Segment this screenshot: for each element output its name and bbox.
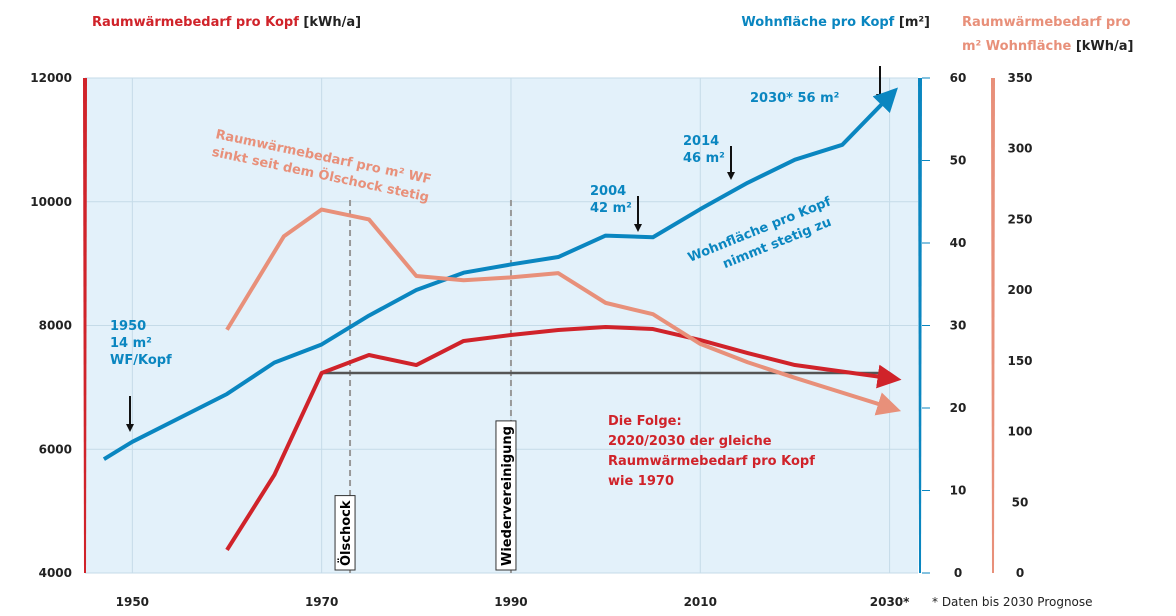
series-line <box>225 324 902 552</box>
y3-label-2: m² Wohnfläche [kWh/a] <box>962 39 1133 54</box>
annotation: 2014 46 m² <box>683 134 725 166</box>
annotation-line: Raumwärmebedarf pro Kopf <box>608 454 815 469</box>
y-tick-label: 10000 <box>30 195 72 209</box>
y3-tick-label: 100 <box>1007 425 1032 439</box>
y3-tick-label: 350 <box>1007 71 1032 85</box>
y3-label-1: Raumwärmebedarf pro <box>962 15 1131 30</box>
footnote: * Daten bis 2030 Prognose <box>932 595 1093 609</box>
y2-tick-label: 50 <box>950 154 967 168</box>
y-tick-label: 6000 <box>39 442 72 456</box>
annotation-line: 2004 <box>590 184 626 199</box>
series-line <box>102 87 898 461</box>
y3-tick-label: 50 <box>1012 495 1029 509</box>
annotation-line: wie 1970 <box>608 474 674 489</box>
y2-tick-label: 20 <box>950 401 967 415</box>
event-label: Ölschock <box>334 495 356 571</box>
annotation-line: WF/Kopf <box>110 353 172 368</box>
x-tick-label: 1990 <box>494 595 527 609</box>
y2-label-unit: [m²] <box>899 15 930 30</box>
y2-axis <box>918 78 922 573</box>
y3-tick-label: 250 <box>1007 212 1032 226</box>
annotation-line: 1950 <box>110 319 146 334</box>
event-box <box>495 420 517 571</box>
event-text: Wiedervereinigung <box>500 426 515 566</box>
annotation: Die Folge: 2020/2030 der gleiche Raumwärme… <box>608 414 815 489</box>
y3-axis <box>991 78 995 573</box>
y2-tick-label: 30 <box>950 319 967 333</box>
y2-tick-label: 10 <box>950 484 967 498</box>
annotation-line: 2030* 56 m² <box>750 91 839 106</box>
y-label-unit: [kWh/a] <box>303 15 361 30</box>
y2-tick-label: 40 <box>950 236 967 250</box>
x-tick-label: 2010 <box>684 595 717 609</box>
event-label: Wiedervereinigung <box>495 420 517 571</box>
x-tick-label: 2030* <box>870 595 910 609</box>
y-tick-label: 8000 <box>39 319 72 333</box>
annotation-line: 2020/2030 der gleiche <box>608 434 772 449</box>
y-axis <box>83 78 87 573</box>
annotation-line: 2014 <box>683 134 719 149</box>
x-tick-label: 1970 <box>305 595 338 609</box>
annotation-line: Die Folge: <box>608 414 682 429</box>
y-label-text: Raumwärmebedarf pro Kopf <box>92 15 299 30</box>
y2-label-text: Wohnfläche pro Kopf <box>741 15 894 30</box>
y3-tick-label: 150 <box>1007 354 1032 368</box>
event-text: Ölschock <box>338 500 354 566</box>
y-tick-label: 4000 <box>39 566 72 580</box>
annotation: 1950 14 m² WF/Kopf <box>110 319 172 368</box>
y3-tick-label: 0 <box>1016 566 1024 580</box>
event-box <box>334 495 356 571</box>
y-label: Raumwärmebedarf pro Kopf [kWh/a] <box>92 15 361 30</box>
y3-label-text: m² Wohnfläche <box>962 39 1071 54</box>
y3-tick-label: 200 <box>1007 283 1032 297</box>
annotation-line: 14 m² <box>110 336 152 351</box>
y2-label: Wohnfläche pro Kopf [m²] <box>741 15 930 30</box>
annotation: 2004 42 m² <box>590 184 632 216</box>
x-tick-label: 1950 <box>116 595 149 609</box>
annotation: 2030* 56 m² <box>750 91 839 106</box>
y-tick-label: 12000 <box>30 71 72 85</box>
y3-tick-label: 300 <box>1007 142 1032 156</box>
annotation-line: 42 m² <box>590 201 632 216</box>
series-line <box>225 207 902 416</box>
annotation-line: 46 m² <box>683 151 725 166</box>
y2-tick-label: 0 <box>954 566 962 580</box>
y2-tick-label: 60 <box>950 71 967 85</box>
y3-label-unit: [kWh/a] <box>1076 39 1134 54</box>
